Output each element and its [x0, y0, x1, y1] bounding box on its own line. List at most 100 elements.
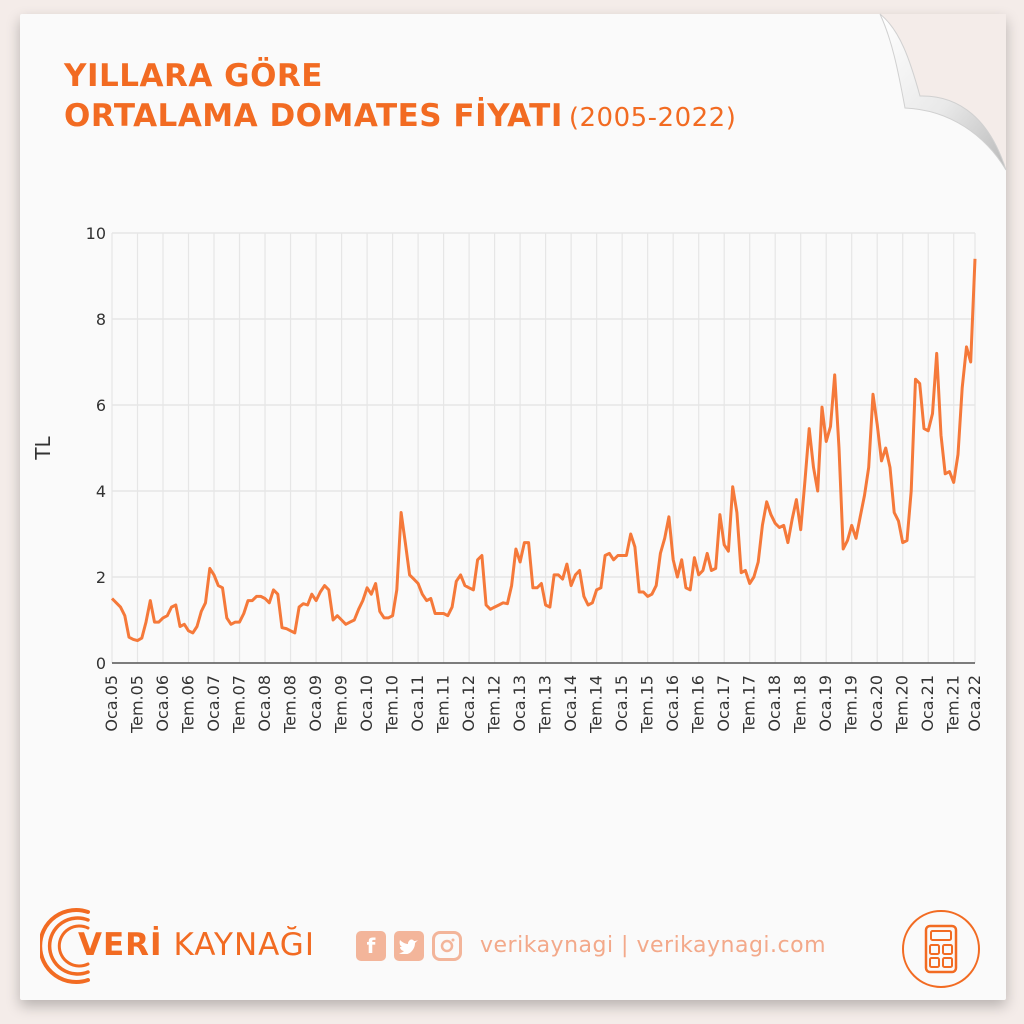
data-point	[175, 604, 177, 606]
data-point	[570, 584, 572, 586]
data-point	[829, 425, 831, 427]
x-tick-label: Tem.21	[944, 675, 963, 734]
data-point	[413, 578, 415, 580]
data-point	[247, 599, 249, 601]
data-point	[234, 621, 236, 623]
x-tick-label: Tem.07	[230, 675, 249, 734]
data-point	[536, 587, 538, 589]
data-point	[642, 591, 644, 593]
data-point	[345, 623, 347, 625]
data-point	[621, 554, 623, 556]
data-point	[209, 567, 211, 569]
website-handle[interactable]: verikaynagi | verikaynagi.com	[480, 933, 827, 958]
data-point	[183, 623, 185, 625]
data-point	[128, 636, 130, 638]
data-point	[731, 486, 733, 488]
data-point	[834, 374, 836, 376]
data-point	[604, 554, 606, 556]
x-tick-label: Oca.07	[204, 675, 223, 732]
data-point	[357, 608, 359, 610]
x-tick-label: Oca.13	[510, 675, 529, 732]
data-point	[506, 602, 508, 604]
data-point	[736, 511, 738, 513]
data-point	[914, 378, 916, 380]
data-point	[753, 576, 755, 578]
data-point	[600, 587, 602, 589]
data-point	[200, 610, 202, 612]
data-point	[557, 574, 559, 576]
data-point	[961, 387, 963, 389]
data-point	[931, 412, 933, 414]
data-point	[489, 608, 491, 610]
data-point	[408, 574, 410, 576]
data-point	[306, 604, 308, 606]
x-tick-label: Tem.08	[281, 675, 300, 734]
x-tick-label: Tem.11	[434, 675, 453, 734]
data-point	[319, 591, 321, 593]
data-point	[196, 625, 198, 627]
data-point	[498, 604, 500, 606]
chart-title-line2: ORTALAMA DOMATES FİYATI (2005-2022)	[64, 98, 736, 134]
data-point	[902, 541, 904, 543]
calculator-icon	[902, 910, 980, 988]
data-point	[668, 516, 670, 518]
data-point	[765, 501, 767, 503]
data-point	[868, 466, 870, 468]
data-point	[957, 453, 959, 455]
data-point	[625, 554, 627, 556]
data-point	[340, 619, 342, 621]
data-point	[425, 599, 427, 601]
facebook-icon[interactable]: f	[356, 931, 386, 961]
data-point	[578, 569, 580, 571]
data-point	[328, 589, 330, 591]
data-point	[294, 632, 296, 634]
data-point	[243, 612, 245, 614]
data-point	[795, 498, 797, 500]
data-point	[136, 639, 138, 641]
instagram-icon[interactable]	[432, 931, 462, 961]
data-point	[863, 494, 865, 496]
y-tick-label: 2	[96, 568, 106, 587]
y-tick-label: 8	[96, 310, 106, 329]
data-point	[153, 621, 155, 623]
brand-name: VERİ KAYNAĞI	[78, 927, 315, 963]
data-point	[272, 589, 274, 591]
data-point	[187, 630, 189, 632]
data-point	[400, 511, 402, 513]
x-tick-label: Tem.20	[893, 675, 912, 734]
data-point	[638, 591, 640, 593]
data-point	[782, 524, 784, 526]
data-point	[255, 595, 257, 597]
data-point	[391, 615, 393, 617]
x-tick-label: Oca.06	[153, 675, 172, 732]
x-tick-label: Oca.11	[408, 675, 427, 732]
data-point	[268, 602, 270, 604]
data-point	[697, 574, 699, 576]
data-point	[158, 621, 160, 623]
data-point	[566, 563, 568, 565]
twitter-icon[interactable]	[394, 931, 424, 961]
data-point	[230, 623, 232, 625]
x-tick-label: Oca.17	[714, 675, 733, 732]
data-point	[464, 584, 466, 586]
data-point	[515, 548, 517, 550]
data-point	[527, 541, 529, 543]
data-point	[379, 610, 381, 612]
data-point	[634, 546, 636, 548]
data-point	[472, 589, 474, 591]
data-point	[111, 597, 113, 599]
x-tick-label: Tem.13	[536, 675, 555, 734]
data-point	[166, 615, 168, 617]
data-point	[927, 430, 929, 432]
data-point	[510, 584, 512, 586]
data-point	[277, 593, 279, 595]
x-tick-label: Tem.05	[128, 675, 147, 734]
data-point	[799, 529, 801, 531]
data-point	[323, 584, 325, 586]
data-point	[838, 447, 840, 449]
data-point	[855, 537, 857, 539]
data-point	[298, 606, 300, 608]
data-point	[685, 587, 687, 589]
data-point	[370, 593, 372, 595]
y-tick-label: 4	[96, 482, 106, 501]
